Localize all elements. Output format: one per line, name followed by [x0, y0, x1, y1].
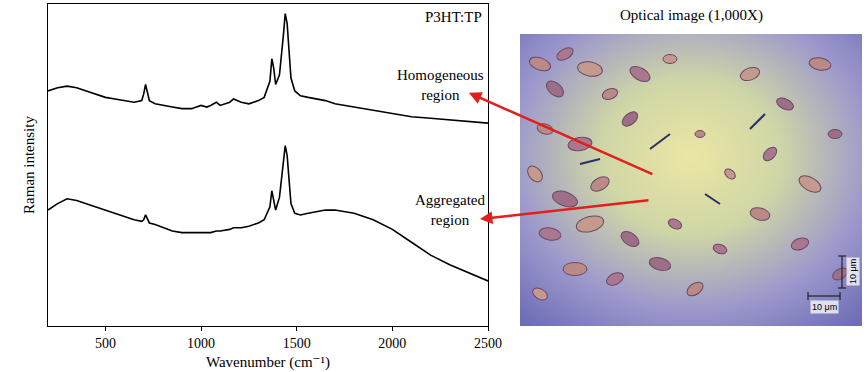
svg-text:2500: 2500 [474, 336, 502, 351]
svg-text:500: 500 [95, 336, 116, 351]
svg-text:2000: 2000 [378, 336, 406, 351]
svg-text:10 μm: 10 μm [848, 259, 858, 284]
svg-text:Homogeneousregion: Homogeneousregion [397, 67, 484, 103]
svg-text:1500: 1500 [283, 336, 311, 351]
svg-text:Optical image (1,000X): Optical image (1,000X) [620, 7, 763, 24]
svg-text:Raman intensity: Raman intensity [21, 116, 37, 214]
svg-text:Aggregatedregion: Aggregatedregion [415, 192, 485, 228]
svg-text:P3HT:TP: P3HT:TP [425, 9, 482, 25]
svg-text:10 μm: 10 μm [812, 302, 837, 312]
svg-text:1000: 1000 [187, 336, 215, 351]
svg-text:Wavenumber (cm⁻¹): Wavenumber (cm⁻¹) [206, 354, 330, 371]
